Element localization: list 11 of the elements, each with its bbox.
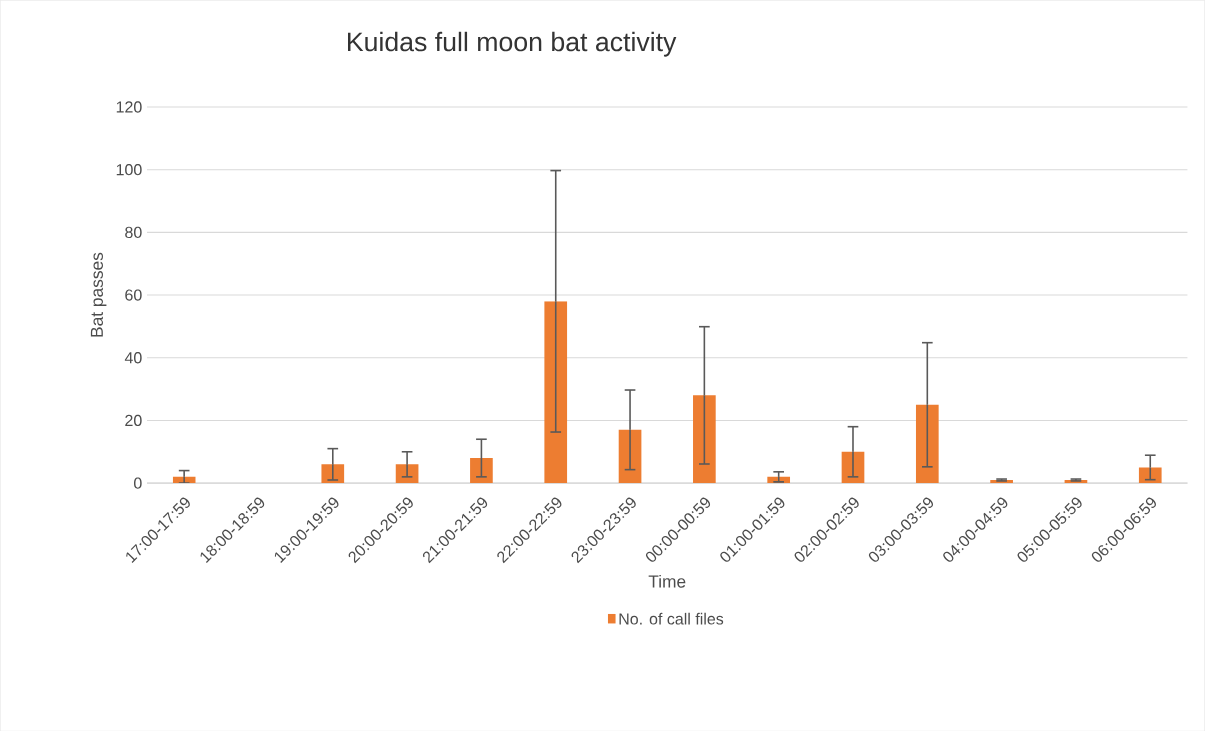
y-tick-label: 20 bbox=[125, 414, 142, 426]
legend-label: No. of call files bbox=[619, 612, 724, 625]
y-tick-label: 40 bbox=[124, 351, 142, 364]
y-tick-label: 100 bbox=[116, 163, 142, 176]
y-tick-label: 0 bbox=[134, 477, 142, 489]
y-tick-label: 120 bbox=[116, 101, 142, 113]
y-tick-label: 60 bbox=[125, 289, 142, 301]
x-axis-title: Time bbox=[648, 574, 686, 588]
chart-title: Kuidas full moon bat activity bbox=[348, 31, 677, 57]
y-tick-label: 80 bbox=[125, 226, 142, 238]
y-axis-title: Bat passes bbox=[90, 252, 107, 337]
